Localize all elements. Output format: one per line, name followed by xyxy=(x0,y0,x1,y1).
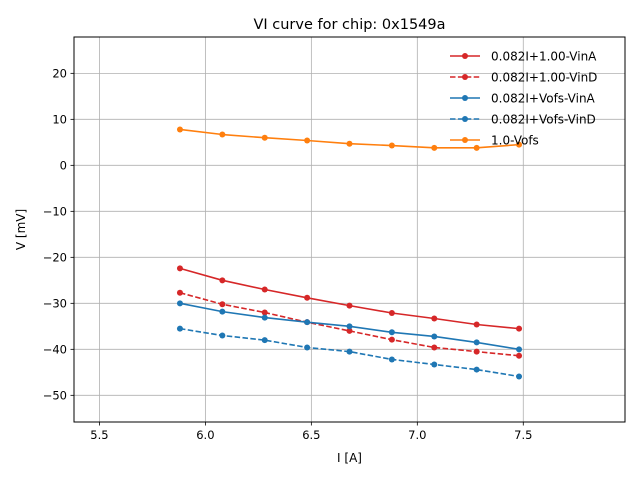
data-point xyxy=(304,344,311,351)
chart-title: VI curve for chip: 0x1549a xyxy=(253,17,445,33)
legend-entry: 0.082I+Vofs-VinD xyxy=(450,113,596,127)
data-point xyxy=(473,348,480,355)
data-point xyxy=(388,142,395,149)
data-point xyxy=(431,315,438,322)
data-point xyxy=(516,346,523,353)
series-0.082I+1.00-VinA xyxy=(176,265,523,332)
data-point xyxy=(516,141,523,148)
y-tick-label: −50 xyxy=(43,388,67,402)
data-point xyxy=(304,319,311,326)
data-point xyxy=(261,134,268,141)
legend-marker xyxy=(462,74,468,80)
x-tick-label: 6.5 xyxy=(302,428,320,442)
data-point xyxy=(516,352,523,359)
legend-entry: 1.0-Vofs xyxy=(450,134,539,148)
x-tick-label: 7.0 xyxy=(408,428,426,442)
y-tick-label: −20 xyxy=(43,250,67,264)
legend-entry: 0.082I+1.00-VinA xyxy=(450,50,597,64)
data-point xyxy=(388,356,395,363)
grid xyxy=(74,37,625,422)
y-tick-label: 10 xyxy=(52,112,67,126)
series-0.082I+Vofs-VinD xyxy=(176,325,523,380)
data-point xyxy=(261,337,268,344)
legend-marker xyxy=(462,53,468,59)
data-point xyxy=(473,144,480,151)
data-point xyxy=(473,321,480,328)
legend-marker xyxy=(462,137,468,143)
data-point xyxy=(346,323,353,330)
series-line xyxy=(179,267,520,330)
data-point xyxy=(219,332,226,339)
legend-label: 1.0-Vofs xyxy=(491,134,539,148)
legend-marker xyxy=(462,95,468,101)
data-point xyxy=(473,366,480,373)
data-point xyxy=(176,265,183,272)
data-point xyxy=(431,344,438,351)
data-point xyxy=(346,327,353,334)
x-tick-label: 6.0 xyxy=(196,428,214,442)
y-tick-label: 20 xyxy=(52,66,67,80)
axes-frame xyxy=(73,36,626,423)
data-point xyxy=(431,361,438,368)
legend-marker xyxy=(462,116,468,122)
data-point xyxy=(304,294,311,301)
data-point xyxy=(304,137,311,144)
data-point xyxy=(388,309,395,316)
data-point xyxy=(176,126,183,133)
data-point xyxy=(431,333,438,340)
data-point xyxy=(219,301,226,308)
data-point xyxy=(219,277,226,284)
data-point xyxy=(219,131,226,138)
data-point xyxy=(431,144,438,151)
data-point xyxy=(473,339,480,346)
series-1.0-Vofs xyxy=(176,126,523,151)
data-point xyxy=(346,140,353,147)
legend-label: 0.082I+Vofs-VinD xyxy=(491,113,596,127)
data-point xyxy=(176,289,183,296)
legend-label: 0.082I+Vofs-VinA xyxy=(491,92,596,106)
legend-label: 0.082I+1.00-VinD xyxy=(491,71,597,85)
series-0.082I+1.00-VinD xyxy=(176,289,523,359)
data-point xyxy=(261,309,268,316)
x-tick-label: 5.5 xyxy=(90,428,108,442)
y-tick-label: −10 xyxy=(43,204,67,218)
y-axis-ticks: 20 10 0 −10 −20 −30 −40 −50 xyxy=(43,66,74,402)
data-point xyxy=(388,336,395,343)
data-point xyxy=(346,302,353,309)
y-axis-label: V [mV] xyxy=(14,209,28,250)
legend-entry: 0.082I+Vofs-VinA xyxy=(450,92,596,106)
series-layer xyxy=(176,126,523,380)
x-axis-label: I [A] xyxy=(337,451,362,465)
data-point xyxy=(346,348,353,355)
data-point xyxy=(176,325,183,332)
legend-label: 0.082I+1.00-VinA xyxy=(491,50,597,64)
data-point xyxy=(516,325,523,332)
x-axis-ticks: 5.5 6.0 6.5 7.0 7.5 xyxy=(90,422,532,442)
legend: 0.082I+1.00-VinA 0.082I+1.00-VinD 0.082I+V… xyxy=(450,50,597,148)
series-0.082I+Vofs-VinA xyxy=(176,300,523,353)
legend-entry: 0.082I+1.00-VinD xyxy=(450,71,597,85)
data-point xyxy=(388,329,395,336)
data-point xyxy=(516,373,523,380)
y-tick-label: −30 xyxy=(43,296,67,310)
data-point xyxy=(261,286,268,293)
data-point xyxy=(219,308,226,315)
y-tick-label: −40 xyxy=(43,342,67,356)
data-point xyxy=(176,300,183,307)
data-point xyxy=(261,314,268,321)
x-tick-label: 7.5 xyxy=(514,428,532,442)
y-tick-label: 0 xyxy=(60,158,67,172)
